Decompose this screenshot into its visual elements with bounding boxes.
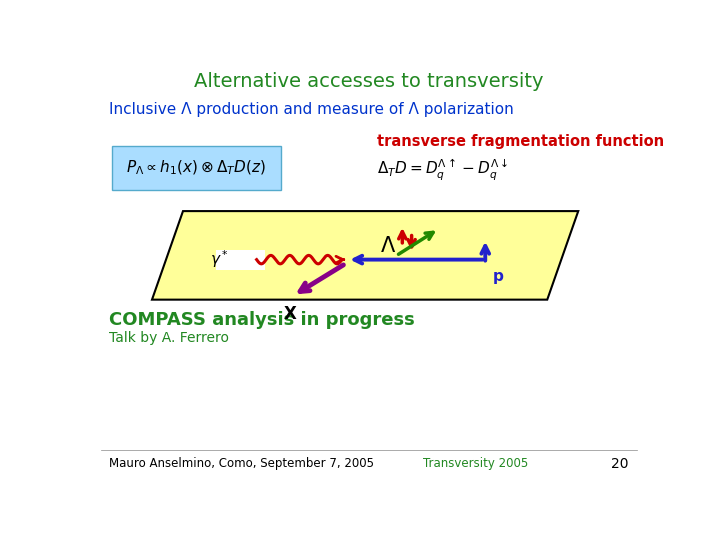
Polygon shape — [152, 211, 578, 300]
Text: X: X — [284, 305, 297, 323]
Text: Inclusive Λ production and measure of Λ polarization: Inclusive Λ production and measure of Λ … — [109, 102, 514, 117]
Text: Alternative accesses to transversity: Alternative accesses to transversity — [194, 72, 544, 91]
Text: Transversity 2005: Transversity 2005 — [423, 457, 528, 470]
Text: $\gamma^*$: $\gamma^*$ — [210, 249, 229, 271]
Text: Mauro Anselmino, Como, September 7, 2005: Mauro Anselmino, Como, September 7, 2005 — [109, 457, 374, 470]
Text: $\Lambda$: $\Lambda$ — [380, 236, 396, 256]
Text: Talk by A. Ferrero: Talk by A. Ferrero — [109, 331, 230, 345]
FancyBboxPatch shape — [215, 249, 265, 269]
Text: COMPASS analysis in progress: COMPASS analysis in progress — [109, 312, 415, 329]
FancyBboxPatch shape — [112, 146, 282, 190]
Text: $P_\Lambda \propto h_1(x) \otimes \Delta_T D(z)$: $P_\Lambda \propto h_1(x) \otimes \Delta… — [126, 159, 266, 177]
Text: 20: 20 — [611, 457, 629, 471]
Text: transverse fragmentation function: transverse fragmentation function — [377, 134, 664, 149]
Text: p: p — [493, 269, 504, 284]
Text: $\Delta_T D = D_q^{\Lambda\uparrow} - D_q^{\Lambda\downarrow}$: $\Delta_T D = D_q^{\Lambda\uparrow} - D_… — [377, 158, 508, 183]
